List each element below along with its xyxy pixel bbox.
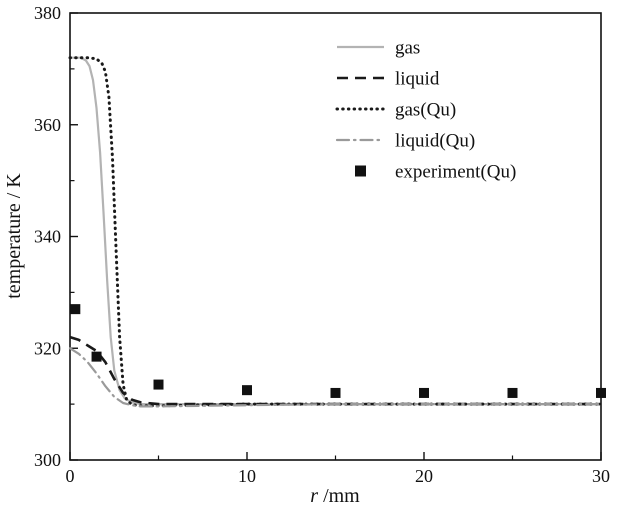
y-tick-label: 340 [34,227,61,247]
experiment-marker [330,387,341,398]
y-axis-title: temperature / K [3,173,25,299]
x-axis-unit: /mm [323,485,360,507]
x-axis-title: r/mm [310,485,360,507]
experiment-marker [153,379,164,390]
legend-marker-experiment(Qu) [355,165,366,177]
legend-label-gas(Qu): gas(Qu) [395,100,456,121]
x-tick-label: 20 [415,466,433,486]
x-tick-label: 10 [238,466,256,486]
series-liquid(Qu) [68,347,603,408]
legend-label-experiment(Qu): experiment(Qu) [395,162,516,183]
experiment-marker [596,387,606,398]
experiment-marker [242,385,252,396]
x-axis-variable: r [310,485,318,507]
y-tick-label: 380 [34,3,61,23]
x-tick-label: 0 [66,466,75,486]
series-gas [70,56,601,406]
legend-label-liquid(Qu): liquid(Qu) [395,131,475,152]
x-tick-label: 30 [592,466,610,486]
y-tick-label: 360 [34,115,61,135]
experiment-marker [91,351,102,362]
legend-label-gas: gas [395,38,420,59]
series-gas(Qu) [68,56,603,408]
y-tick-label: 320 [34,338,61,358]
experiment-marker [70,304,81,315]
experiment-marker [419,387,429,398]
legend-label-liquid: liquid [395,69,440,90]
series-liquid [69,335,601,406]
experiment-marker [507,387,518,398]
y-tick-label: 300 [34,450,61,470]
